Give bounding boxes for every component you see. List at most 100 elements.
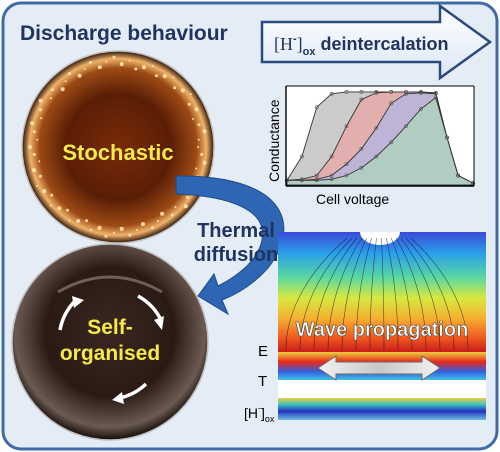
sparkle	[200, 153, 204, 156]
chart-point	[344, 173, 349, 178]
streamline	[341, 237, 367, 351]
h-label: [H-]ox	[244, 403, 275, 424]
thermal-diffusion-arrow	[175, 175, 285, 316]
sparkle	[51, 88, 54, 92]
chart-point	[359, 165, 364, 170]
thermal-label-line1: Thermal	[197, 220, 275, 242]
sparkle	[134, 67, 138, 71]
streamline	[285, 237, 348, 351]
sparkle	[160, 211, 165, 216]
e-label: E	[258, 343, 268, 360]
sparkle	[42, 189, 47, 194]
chart-point	[359, 90, 364, 94]
streamline	[400, 237, 441, 351]
chart-point	[299, 178, 304, 183]
chart-point	[344, 162, 349, 167]
sparkle	[194, 107, 199, 112]
self-organised-label-line1: Self-	[87, 316, 133, 339]
chart-point	[359, 97, 364, 102]
sparkle	[104, 234, 108, 238]
sparkle	[50, 204, 52, 207]
chart-area-3	[286, 96, 474, 186]
streamline	[313, 237, 358, 351]
title: Discharge behaviour	[20, 22, 228, 45]
chart-point	[418, 91, 423, 95]
chart-point	[359, 146, 364, 151]
streamline	[327, 237, 363, 351]
thermal-label-line2: diffusion	[194, 244, 278, 266]
sparkle	[151, 65, 154, 68]
sparkle	[66, 208, 69, 212]
chart-series	[286, 91, 474, 186]
sparkle	[197, 146, 199, 148]
streamline	[369, 237, 377, 351]
sparkle	[191, 117, 194, 120]
chart-point	[471, 181, 475, 186]
sparkle	[186, 196, 190, 199]
sparkle	[189, 93, 192, 96]
sparkle	[187, 102, 191, 106]
chart-point	[456, 173, 461, 178]
sparkle	[90, 228, 93, 231]
sparkle	[162, 74, 167, 79]
chart-point	[314, 178, 319, 183]
streamline	[405, 237, 455, 351]
chart-point	[374, 154, 379, 159]
sparkle	[180, 88, 185, 93]
streamline	[381, 237, 385, 351]
field-notch	[360, 232, 400, 245]
chart-point	[433, 91, 438, 96]
sparkle	[128, 233, 132, 237]
chart-point	[389, 101, 394, 106]
sparkle	[32, 130, 36, 134]
sparkle	[39, 108, 42, 112]
chart-point	[404, 124, 408, 129]
sparkle	[38, 174, 42, 178]
chart-point	[445, 135, 449, 140]
sparkle	[40, 117, 43, 120]
chart-point	[329, 177, 334, 182]
sparkle	[50, 193, 54, 197]
band-gap	[278, 380, 486, 398]
sparkle	[183, 204, 188, 209]
chart-point	[329, 154, 334, 159]
sparkle	[135, 228, 138, 231]
sparkle	[105, 60, 108, 63]
banner-label: [H-]ox deintercalation	[274, 33, 449, 58]
chart-ylabel: Conductance	[266, 99, 282, 182]
streamline	[299, 237, 353, 351]
sparkle	[35, 185, 38, 187]
self-organised-disc: Self- organised	[11, 243, 209, 441]
sparkle	[57, 206, 62, 211]
deintercalation-arrow: [H-]ox deintercalation	[260, 3, 493, 81]
sparkle	[30, 121, 35, 126]
sparkle	[197, 123, 201, 127]
chart-point	[389, 140, 394, 145]
sparkle	[172, 76, 175, 79]
sparkle	[154, 74, 158, 78]
sparkle	[202, 160, 207, 165]
field-lines	[285, 237, 469, 351]
chart-point	[329, 173, 334, 178]
chart-point	[374, 91, 379, 95]
sparkle	[68, 219, 71, 222]
sparkle	[89, 60, 92, 64]
self-organised-label-line2: organised	[60, 342, 160, 365]
sparkle	[174, 206, 177, 208]
wave-label: Wave propagation	[296, 319, 469, 341]
sparkle	[195, 167, 198, 170]
sparkle	[141, 222, 145, 226]
sparkle	[97, 225, 102, 230]
streamline	[386, 237, 399, 351]
sparkle	[142, 65, 146, 70]
sparkle	[173, 86, 177, 90]
chart-point	[433, 95, 438, 100]
wave-arrow	[317, 355, 441, 381]
chart-point	[314, 105, 319, 110]
sparkle	[32, 153, 36, 156]
chart-points	[285, 90, 475, 186]
sparkle	[112, 55, 116, 59]
sparkle	[128, 59, 131, 62]
t-label: T	[258, 373, 267, 390]
